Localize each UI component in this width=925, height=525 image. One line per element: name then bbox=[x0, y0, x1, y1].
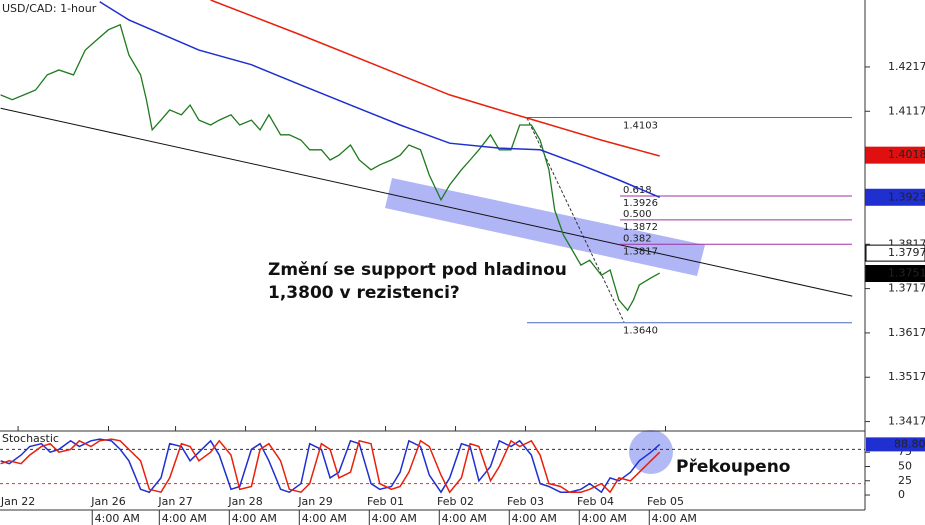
y-tick-label: 1.4217 bbox=[888, 60, 925, 73]
fib-ratio: 0.382 bbox=[623, 233, 652, 244]
price-label-box bbox=[865, 244, 925, 262]
y-tick-label: 1.3417 bbox=[888, 415, 925, 428]
annotation: Překoupeno bbox=[676, 457, 790, 477]
x-tick-label: Jan 26 bbox=[90, 495, 125, 508]
fib-level: 1.3926 bbox=[623, 198, 658, 209]
fib-level: 1.3872 bbox=[623, 222, 658, 233]
fib-label: 1.4103 bbox=[623, 120, 658, 131]
series-line bbox=[0, 438, 661, 494]
trendline bbox=[0, 107, 853, 297]
y-tick-label: 25 bbox=[898, 474, 912, 487]
time-tick-label: 4:00 AM bbox=[302, 512, 347, 525]
y-tick-label: 1.3617 bbox=[888, 326, 925, 339]
series-line bbox=[99, 1, 660, 198]
value-box bbox=[866, 437, 925, 452]
time-tick-label: 4:00 AM bbox=[512, 512, 557, 525]
series-line bbox=[0, 23, 661, 312]
x-tick-label: Feb 04 bbox=[577, 495, 614, 508]
y-tick-label: 1.4117 bbox=[888, 104, 925, 117]
price-label: 1.3923 bbox=[888, 190, 925, 203]
price-label-box bbox=[865, 265, 925, 283]
price-label: 1.4018 bbox=[888, 148, 925, 161]
fib-ratio: 0.618 bbox=[623, 185, 652, 196]
time-tick-label: 4:00 AM bbox=[652, 512, 697, 525]
price-label-box bbox=[865, 146, 925, 164]
y-tick-label: 0 bbox=[898, 488, 905, 501]
time-tick-label: 4:00 AM bbox=[95, 512, 140, 525]
fib-ratio: 0.500 bbox=[623, 209, 652, 220]
y-tick-label: 1.3517 bbox=[888, 370, 925, 383]
x-tick-label: Feb 01 bbox=[367, 495, 404, 508]
y-tick-label: 1.3717 bbox=[888, 282, 925, 295]
x-tick-label: Jan 22 bbox=[0, 495, 35, 508]
fib-level: 1.3817 bbox=[623, 246, 658, 257]
panel-title: Stochastic bbox=[2, 432, 59, 445]
time-tick-label: 4:00 AM bbox=[372, 512, 417, 525]
x-tick-label: Feb 02 bbox=[437, 495, 474, 508]
time-tick-label: 4:00 AM bbox=[232, 512, 277, 525]
chart-title: USD/CAD: 1-hour bbox=[2, 2, 97, 15]
price-label-box bbox=[865, 188, 925, 206]
y-tick-label: 50 bbox=[898, 460, 912, 473]
x-tick-label: Jan 27 bbox=[157, 495, 192, 508]
time-tick-label: 4:00 AM bbox=[582, 512, 627, 525]
series-line bbox=[0, 438, 661, 494]
fib-label: 1.3640 bbox=[623, 326, 658, 337]
x-tick-label: Feb 03 bbox=[507, 495, 544, 508]
x-tick-label: Jan 29 bbox=[297, 495, 332, 508]
series-line bbox=[210, 0, 660, 157]
price-label: 1.3751 bbox=[888, 267, 925, 280]
price-label: 1.3797 bbox=[888, 246, 925, 259]
x-tick-label: Jan 28 bbox=[227, 495, 262, 508]
annotation: 1,3800 v rezistenci? bbox=[268, 283, 460, 303]
channel-band bbox=[385, 178, 705, 276]
annotation: Změní se support pod hladinou bbox=[268, 260, 567, 280]
value-label: 88.80 bbox=[894, 437, 925, 450]
time-tick-label: 4:00 AM bbox=[162, 512, 207, 525]
x-tick-label: Feb 05 bbox=[647, 495, 684, 508]
time-tick-label: 4:00 AM bbox=[442, 512, 487, 525]
